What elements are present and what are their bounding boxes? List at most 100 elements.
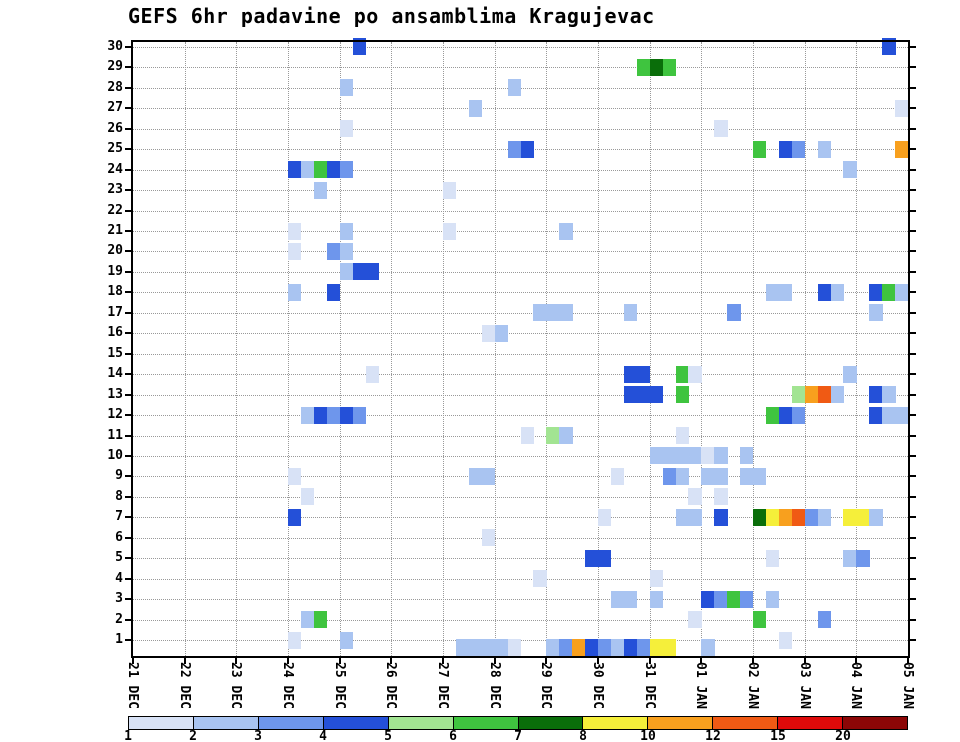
y-tick-label: 18 <box>107 284 123 300</box>
y-axis-tick-left <box>125 639 131 641</box>
x-tick-label: 22 DEC <box>176 662 192 709</box>
heatmap-cell <box>468 638 483 656</box>
heatmap-cell <box>610 467 625 485</box>
heatmap-cell <box>765 549 780 567</box>
gridline-vertical <box>701 42 703 656</box>
colorbar-segment <box>583 717 649 729</box>
heatmap-cell <box>494 324 509 342</box>
gridline-vertical <box>184 42 186 656</box>
y-axis-tick-right <box>910 209 916 212</box>
y-axis-tick-left <box>125 475 131 478</box>
heatmap-cell <box>585 638 599 656</box>
y-tick-label: 5 <box>115 550 123 566</box>
y-tick-label: 24 <box>107 161 123 177</box>
gridline-horizontal <box>133 210 908 212</box>
heatmap-cell <box>688 488 702 506</box>
colorbar-segment <box>258 717 324 729</box>
colorbar-label: 2 <box>189 729 197 742</box>
y-axis-tick-right <box>910 598 916 601</box>
y-tick-label: 1 <box>115 632 123 647</box>
gridline-horizontal <box>133 271 908 273</box>
heatmap-cell <box>649 447 664 465</box>
y-axis-tick-left <box>125 107 131 110</box>
y-axis-tick-left <box>125 250 131 253</box>
x-tick-label: 21 DEC <box>125 662 140 709</box>
y-axis-tick-right <box>910 434 916 437</box>
heatmap-cell <box>313 181 328 199</box>
y-axis-tick-left <box>125 332 131 335</box>
colorbar-label: 15 <box>770 729 786 742</box>
heatmap-cell <box>559 427 573 444</box>
x-axis-tick <box>183 658 186 664</box>
heatmap-cell <box>882 386 896 404</box>
x-tick-label: 29 DEC <box>538 662 554 709</box>
y-axis-tick-right <box>910 516 916 519</box>
heatmap-cell <box>740 590 754 608</box>
y-tick-label: 20 <box>107 243 123 259</box>
gridline-vertical <box>339 42 341 656</box>
heatmap-cell <box>753 140 767 158</box>
y-tick-label: 23 <box>107 182 123 198</box>
heatmap-cell <box>649 590 664 608</box>
heatmap-cell <box>636 638 651 656</box>
y-axis-tick-right <box>910 454 916 457</box>
gridline-horizontal <box>133 599 908 601</box>
heatmap-cell <box>817 386 831 404</box>
heatmap-cell <box>623 386 638 404</box>
y-axis-tick-right <box>910 66 916 69</box>
gridline-horizontal <box>133 169 908 171</box>
y-axis-tick-right <box>910 45 916 48</box>
heatmap-cell <box>765 406 780 424</box>
heatmap-cell <box>300 488 315 506</box>
heatmap-cell <box>882 406 896 424</box>
y-axis-tick-left <box>125 291 131 294</box>
y-axis-tick-left <box>125 454 131 457</box>
x-tick-label: 02 JAN <box>745 662 760 709</box>
y-axis-tick-right <box>910 107 916 110</box>
x-tick-label: 01 JAN <box>693 662 709 709</box>
heatmap-cell <box>649 570 664 588</box>
y-tick-label: 29 <box>107 59 123 75</box>
gridline-vertical <box>598 42 599 656</box>
y-tick-label: 28 <box>107 79 123 95</box>
x-tick-label: 25 DEC <box>331 662 347 709</box>
gridline-vertical <box>649 42 651 656</box>
heatmap-cell <box>662 58 676 76</box>
heatmap-cell <box>649 58 664 76</box>
colorbar-label: 8 <box>579 729 587 742</box>
gridline-horizontal <box>133 353 908 355</box>
y-tick-label: 15 <box>107 345 123 361</box>
x-axis-tick <box>545 658 548 664</box>
heatmap-cell <box>546 304 560 322</box>
x-axis-tick <box>390 658 393 664</box>
y-tick-label: 22 <box>107 202 123 218</box>
y-axis-tick-right <box>910 270 916 273</box>
y-axis-tick-left <box>125 209 131 212</box>
x-tick-label: 23 DEC <box>228 662 244 709</box>
colorbar-segment <box>843 717 908 729</box>
x-tick-label: 28 DEC <box>486 662 502 709</box>
gridline-vertical <box>753 42 754 656</box>
x-axis-tick <box>235 658 238 664</box>
y-tick-label: 16 <box>107 325 123 341</box>
heatmap-cell <box>895 283 909 301</box>
heatmap-cell <box>740 447 754 465</box>
heatmap-cell <box>765 283 780 301</box>
heatmap-cell <box>313 611 328 629</box>
heatmap-cell <box>895 99 909 117</box>
heatmap-cell <box>288 467 302 485</box>
heatmap-cell <box>339 161 354 179</box>
heatmap-cell <box>675 467 689 485</box>
gridline-horizontal <box>133 67 908 69</box>
heatmap-cell <box>352 38 366 56</box>
gridline-horizontal <box>133 108 908 110</box>
y-tick-label: 10 <box>107 447 123 463</box>
heatmap-cell <box>300 161 315 179</box>
heatmap-cell <box>339 242 354 260</box>
x-axis-tick <box>442 658 444 664</box>
gridline-horizontal <box>133 496 908 498</box>
heatmap-cell <box>856 549 870 567</box>
y-tick-label: 2 <box>115 611 123 627</box>
heatmap-cell <box>701 590 715 608</box>
